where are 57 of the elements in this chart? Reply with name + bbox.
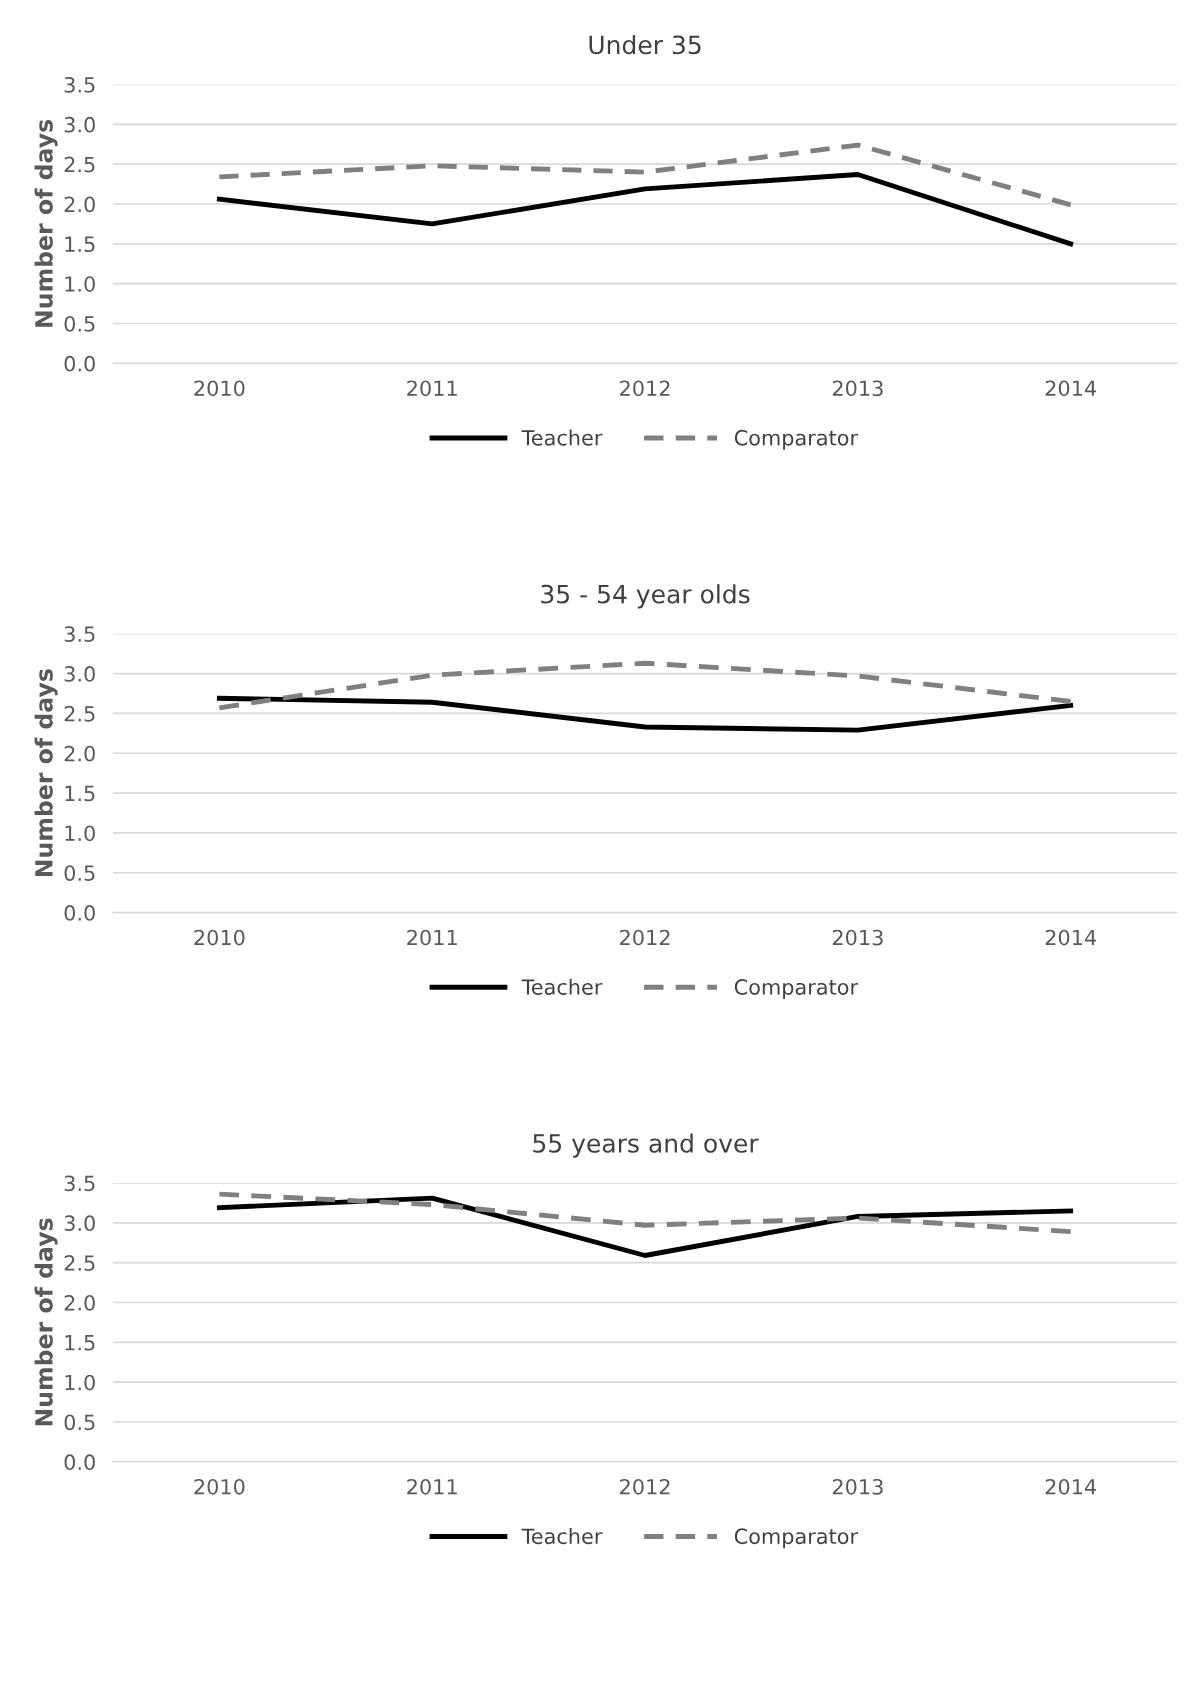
y-tick-label: 2.5 [64, 156, 95, 173]
y-tick-label: 0.0 [64, 905, 95, 921]
line-series [216, 172, 1074, 247]
line-series [216, 660, 1074, 711]
x-tick-label: 2012 [620, 929, 670, 946]
y-tick-label: 1.0 [65, 276, 95, 292]
x-tick-label: 2010 [194, 929, 245, 946]
y-tick-label: 2.5 [64, 705, 95, 722]
x-tick-label: 2013 [832, 929, 883, 946]
legend-label: Teacher [521, 1528, 603, 1545]
x-tick-label: 2012 [620, 380, 670, 397]
y-tick-label: 2.0 [64, 1294, 95, 1311]
line-series [216, 1195, 1074, 1258]
chart-title: Under 35 [589, 34, 701, 55]
y-axis-title: Number of days [34, 669, 58, 877]
x-tick-label: 2013 [832, 1478, 883, 1495]
x-tick-label: 2013 [832, 380, 883, 397]
x-tick-label: 2010 [194, 1478, 245, 1495]
y-tick-label: 1.5 [65, 1335, 95, 1351]
y-tick-label: 0.5 [64, 315, 95, 332]
x-tick-label: 2014 [1045, 1478, 1097, 1495]
legend-label: Comparator [734, 429, 859, 450]
x-tick-label: 2011 [407, 380, 457, 397]
y-tick-label: 0.0 [64, 1454, 95, 1471]
y-tick-label: 3.5 [64, 1175, 95, 1192]
y-axis-title: Number of days [34, 1218, 58, 1426]
y-tick-label: 3.0 [64, 1215, 95, 1232]
x-tick-label: 2011 [407, 1478, 457, 1495]
y-tick-label: 2.0 [64, 196, 95, 213]
y-tick-label: 3.5 [64, 626, 95, 642]
line-series [216, 695, 1074, 733]
y-axis-title: Number of days [34, 119, 58, 327]
line-series [216, 1191, 1074, 1235]
x-tick-label: 2012 [620, 1478, 670, 1495]
legend-label: Teacher [521, 978, 603, 995]
y-tick-label: 3.0 [64, 666, 95, 682]
x-tick-label: 2014 [1045, 929, 1097, 946]
y-tick-label: 0.5 [64, 1414, 95, 1431]
y-tick-label: 3.0 [64, 116, 95, 133]
legend-label: Teacher [521, 429, 603, 446]
x-tick-label: 2014 [1045, 380, 1097, 397]
x-tick-label: 2010 [194, 380, 245, 397]
y-tick-label: 0.0 [64, 355, 95, 372]
y-tick-label: 3.5 [64, 76, 95, 93]
line-series [216, 142, 1074, 208]
y-tick-label: 1.5 [65, 785, 95, 802]
y-tick-label: 2.5 [64, 1255, 95, 1271]
y-tick-label: 1.0 [65, 825, 95, 842]
x-tick-label: 2011 [407, 929, 457, 946]
legend-label: Comparator [734, 979, 859, 999]
y-tick-label: 1.0 [65, 1374, 95, 1391]
y-tick-label: 1.5 [65, 236, 95, 253]
y-tick-label: 2.0 [64, 745, 95, 762]
chart-title: 55 years and over [533, 1133, 759, 1158]
legend-label: Comparator [734, 1528, 859, 1549]
y-tick-label: 0.5 [64, 865, 95, 881]
chart-title: 35 - 54 year olds [541, 584, 750, 609]
